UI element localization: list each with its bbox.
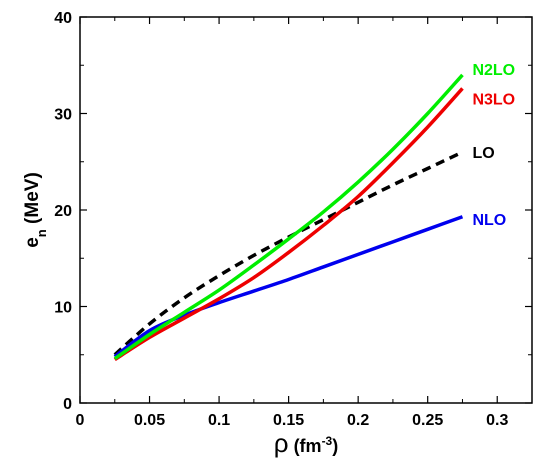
y-tick-label: 0 [63,396,72,413]
x-axis-unit-exponent: -3 [322,434,333,448]
x-tick-label: 0.2 [347,412,369,429]
y-axis-subscript: n [34,229,49,237]
x-axis-unit-close: ) [332,436,338,456]
y-axis-title: en (MeV) [22,172,49,248]
series-label-n3lo: N3LO [472,91,515,108]
x-axis-title: ρ (fm-3) [274,428,338,458]
x-tick-label: 0 [76,412,85,429]
x-tick-label: 0.25 [412,412,443,429]
series-labels: N2LO N3LO LO NLO [472,62,515,229]
y-tick-label: 30 [54,107,72,124]
y-axis-unit: (MeV) [22,172,43,229]
x-tick-label: 0.3 [486,412,508,429]
series-lines [113,73,464,362]
plot-area-frame [79,16,533,404]
y-tick-label: 10 [54,300,72,317]
axis-tick-labels: 0 0.05 0.1 0.15 0.2 0.25 0.3 0 10 20 30 40 [54,10,508,429]
x-tick-label: 0.1 [208,412,230,429]
series-line-n3lo [113,87,464,362]
y-axis-base: e [22,237,43,248]
x-tick-label: 0.05 [134,412,165,429]
series-label-lo: LO [472,145,494,162]
series-label-n2lo: N2LO [472,62,515,79]
series-label-nlo: NLO [472,212,506,229]
series-line-n2lo [113,73,464,361]
x-axis-unit-open: (fm [289,436,322,456]
axis-ticks [79,16,532,404]
y-tick-label: 20 [54,203,72,220]
y-tick-label: 40 [54,10,72,27]
x-tick-label: 0.15 [273,412,304,429]
x-axis-symbol: ρ [274,428,289,458]
